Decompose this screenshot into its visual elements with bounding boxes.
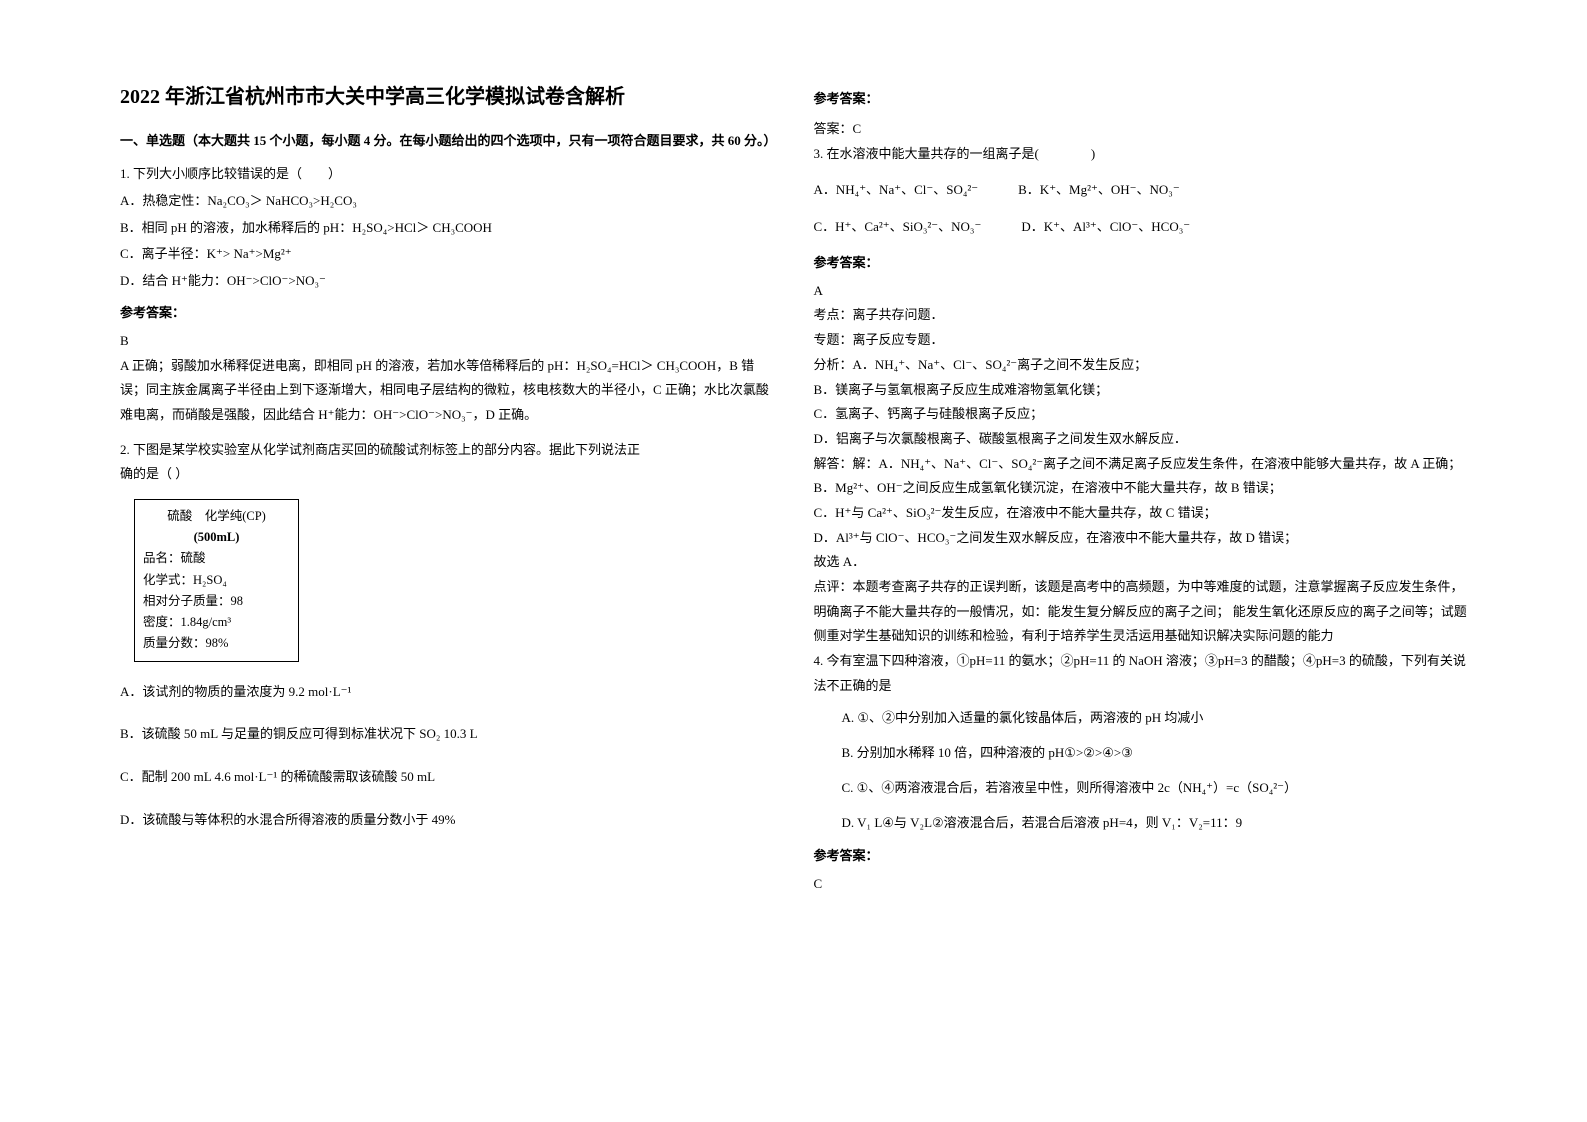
box-l3: 品名：硫酸 [143,548,290,569]
box-l5: 相对分子质量：98 [143,591,290,612]
box-l1: 硫酸 化学纯(CP) [143,506,290,527]
section-header: 一、单选题（本大题共 15 个小题，每小题 4 分。在每小题给出的四个选项中，只… [120,129,774,152]
box-l2: (500mL) [143,527,290,548]
q4-opt-d: D. V₁ L④与 V₂L②溶液混合后，若混合后溶液 pH=4，则 V₁：V₂=… [814,811,1468,836]
q1-opt-a: A．热稳定性：Na₂CO₃＞ NaHCO₃>H₂CO₃ [120,189,774,214]
q3-e6: D．铝离子与次氯酸根离子、碳酸氢根离子之间发生双水解反应． [814,427,1468,452]
q1-explain: A 正确；弱酸加水稀释促进电离，即相同 pH 的溶液，若加水等倍稀释后的 pH：… [120,354,774,428]
q3-e5: C．氢离子、钙离子与硅酸根离子反应； [814,402,1468,427]
q3-e2: 专题：离子反应专题． [814,328,1468,353]
q3-e4: B．镁离子与氢氧根离子反应生成难溶物氢氧化镁； [814,378,1468,403]
q2-answer-letter: 答案：C [814,117,1468,142]
q3-e10: D．Al³⁺与 ClO⁻、HCO₃⁻之间发生双水解反应，在溶液中不能大量共存，故… [814,526,1468,551]
q3-e8: B．Mg²⁺、OH⁻之间反应生成氢氧化镁沉淀，在溶液中不能大量共存，故 B 错误… [814,476,1468,501]
q3-e7: 解答：解：A．NH₄⁺、Na⁺、Cl⁻、SO₄²⁻离子之间不满足离子反应发生条件… [814,452,1468,477]
q2-opt-d: D．该硫酸与等体积的水混合所得溶液的质量分数小于 49% [120,808,774,833]
q3-opt-a: A．NH₄⁺、Na⁺、Cl⁻、SO₄²⁻ [814,178,979,203]
q2-answer-label: 参考答案： [814,88,1468,107]
box-l4: 化学式：H₂SO₄ [143,570,290,591]
q3-e3: 分析：A．NH₄⁺、Na⁺、Cl⁻、SO₄²⁻离子之间不发生反应； [814,353,1468,378]
q3-e9: C．H⁺与 Ca²⁺、SiO₃²⁻发生反应，在溶液中不能大量共存，故 C 错误； [814,501,1468,526]
q4-stem: 4. 今有室温下四种溶液，①pH=11 的氨水；②pH=11 的 NaOH 溶液… [814,649,1468,698]
document-title: 2022 年浙江省杭州市市大关中学高三化学模拟试卷含解析 [120,80,774,109]
q4-answer-label: 参考答案： [814,845,1468,864]
q2-opt-b: B．该硫酸 50 mL 与足量的铜反应可得到标准状况下 SO₂ 10.3 L [120,722,774,747]
box-l7: 质量分数：98% [143,633,290,654]
q1-answer-label: 参考答案： [120,302,774,321]
q2-opt-a: A．该试剂的物质的量浓度为 9.2 mol·L⁻¹ [120,680,774,705]
q4-opt-c: C. ①、④两溶液混合后，若溶液呈中性，则所得溶液中 2c（NH₄⁺）=c（SO… [814,776,1468,801]
left-column: 2022 年浙江省杭州市市大关中学高三化学模拟试卷含解析 一、单选题（本大题共 … [100,80,794,1082]
q3-stem: 3. 在水溶液中能大量共存的一组离子是( ) [814,142,1468,167]
q2-opt-c: C．配制 200 mL 4.6 mol·L⁻¹ 的稀硫酸需取该硫酸 50 mL [120,765,774,790]
q3-opt-b: B．K⁺、Mg²⁺、OH⁻、NO₃⁻ [1018,178,1180,203]
q3-opt-d: D．K⁺、Al³⁺、ClO⁻、HCO₃⁻ [1021,215,1190,240]
q1-opt-d: D．结合 H⁺能力：OH⁻>ClO⁻>NO₃⁻ [120,269,774,294]
q3-answer-label: 参考答案： [814,252,1468,271]
box-l6: 密度：1.84g/cm³ [143,612,290,633]
q4-opt-b: B. 分别加水稀释 10 倍，四种溶液的 pH①>②>④>③ [814,741,1468,766]
q2-stem1: 2. 下图是某学校实验室从化学试剂商店买回的硫酸试剂标签上的部分内容。据此下列说… [120,438,774,463]
q1-opt-c: C．离子半径：K⁺> Na⁺>Mg²⁺ [120,242,774,267]
q3-e11: 故选 A． [814,550,1468,575]
q4-answer-letter: C [814,872,1468,897]
q1-answer-letter: B [120,329,774,354]
q3-answer-letter: A [814,279,1468,304]
q4-opt-a: A. ①、②中分别加入适量的氯化铵晶体后，两溶液的 pH 均减小 [814,706,1468,731]
reagent-label-box: 硫酸 化学纯(CP) (500mL) 品名：硫酸 化学式：H₂SO₄ 相对分子质… [134,499,299,662]
q1-opt-b: B．相同 pH 的溶液，加水稀释后的 pH：H₂SO₄>HCl＞ CH₃COOH [120,216,774,241]
q3-e12: 点评：本题考查离子共存的正误判断，该题是高考中的高频题，为中等难度的试题，注意掌… [814,575,1468,649]
right-column: 参考答案： 答案：C 3. 在水溶液中能大量共存的一组离子是( ) A．NH₄⁺… [794,80,1488,1082]
q2-stem2: 确的是（ ） [120,462,774,487]
q1-stem: 1. 下列大小顺序比较错误的是（ ） [120,162,774,187]
q3-e1: 考点：离子共存问题． [814,303,1468,328]
q3-opt-c: C．H⁺、Ca²⁺、SiO₃²⁻、NO₃⁻ [814,215,982,240]
